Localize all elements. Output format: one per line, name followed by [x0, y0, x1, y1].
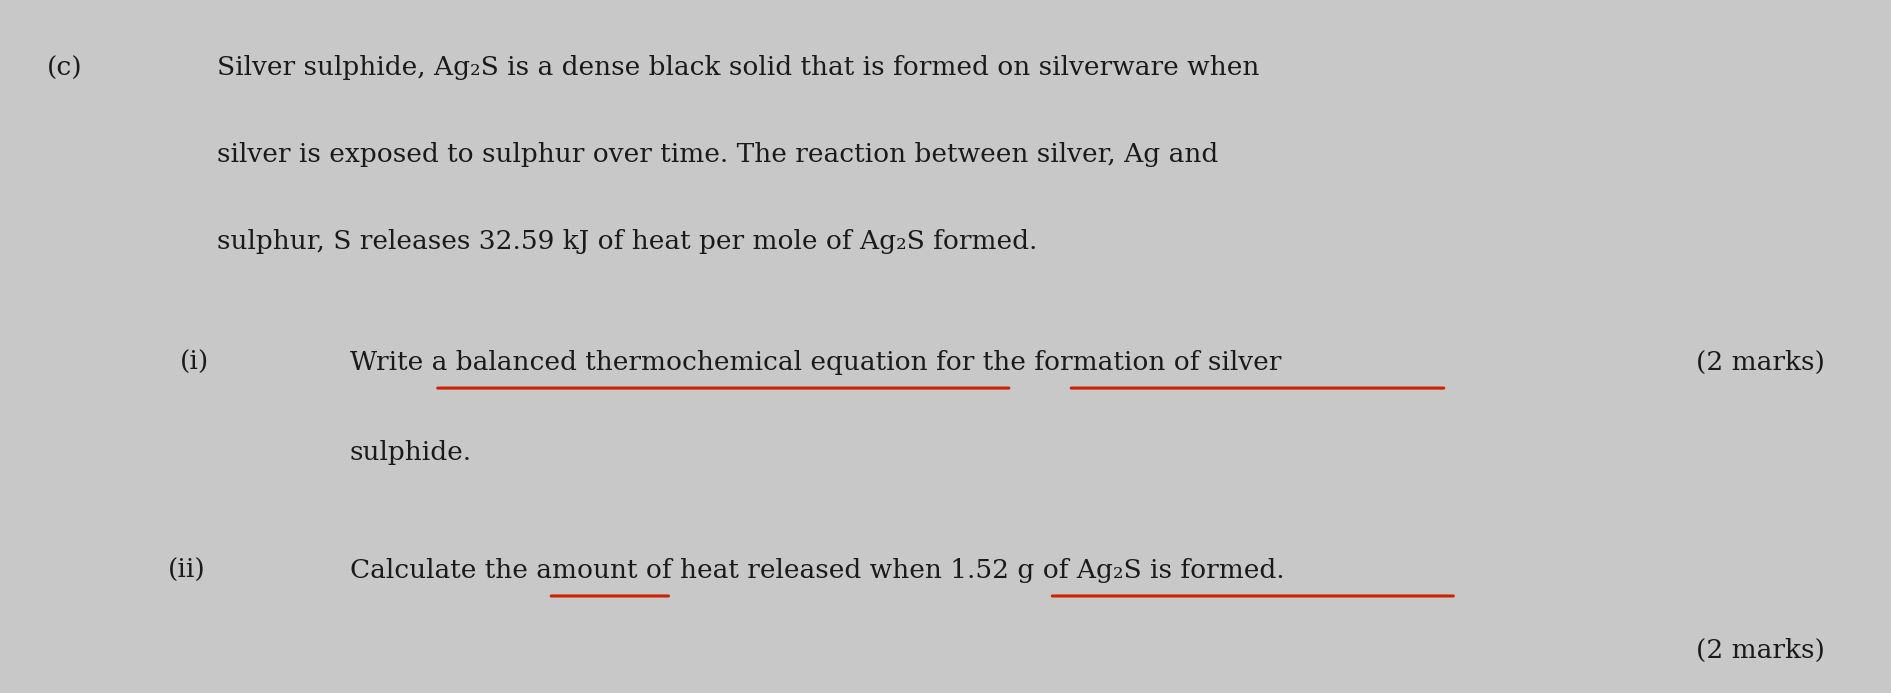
- Text: (2 marks): (2 marks): [1696, 638, 1825, 663]
- Text: Silver sulphide, Ag₂S is a dense black solid that is formed on silverware when: Silver sulphide, Ag₂S is a dense black s…: [217, 55, 1259, 80]
- Text: sulphur, S releases 32.59 kJ of heat per mole of Ag₂S formed.: sulphur, S releases 32.59 kJ of heat per…: [217, 229, 1038, 254]
- Text: silver is exposed to sulphur over time. The reaction between silver, Ag and: silver is exposed to sulphur over time. …: [217, 142, 1218, 167]
- Text: (2 marks): (2 marks): [1696, 350, 1825, 375]
- Text: Write a balanced thermochemical equation for the formation of silver: Write a balanced thermochemical equation…: [350, 350, 1282, 375]
- Text: (ii): (ii): [168, 558, 206, 583]
- Text: (c): (c): [47, 55, 83, 80]
- Text: Calculate the amount of heat released when 1.52 g of Ag₂S is formed.: Calculate the amount of heat released wh…: [350, 558, 1284, 583]
- Text: (i): (i): [180, 350, 208, 375]
- Text: sulphide.: sulphide.: [350, 440, 473, 465]
